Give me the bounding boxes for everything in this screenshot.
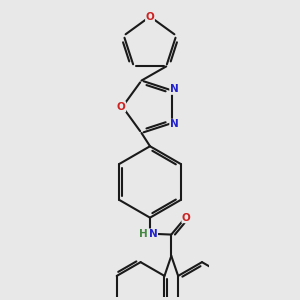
Text: N: N: [170, 84, 178, 94]
Text: O: O: [146, 12, 154, 22]
Text: N: N: [170, 119, 178, 129]
Text: O: O: [117, 102, 126, 112]
Text: O: O: [182, 213, 191, 223]
Text: H: H: [139, 229, 148, 239]
Text: N: N: [149, 229, 158, 239]
